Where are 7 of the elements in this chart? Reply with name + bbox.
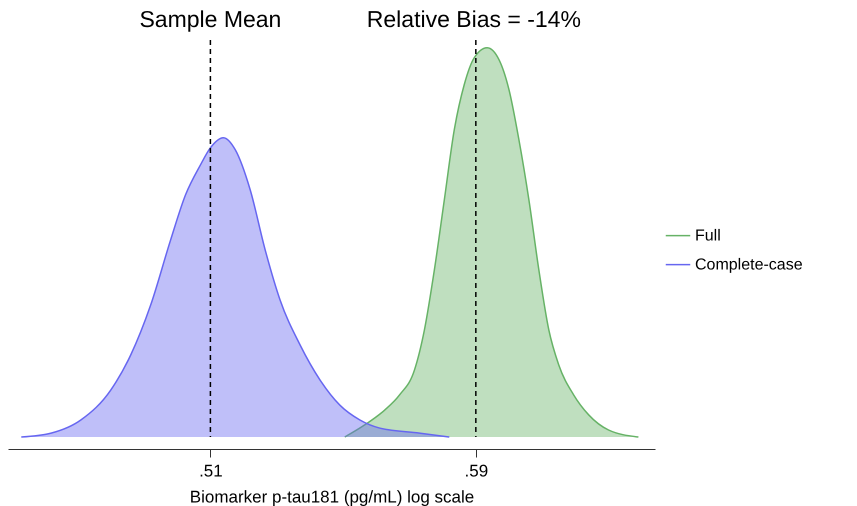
text: Relative Bias = -14% — [366, 6, 581, 32]
x-tick-label: .59 — [464, 462, 488, 480]
legend-label: Full — [695, 228, 721, 245]
ref-line-label: Sample Mean — [139, 6, 282, 32]
x-axis-title: Biomarker p-tau181 (pg/mL) log scale — [190, 488, 474, 506]
legend-label: Complete-case — [695, 256, 803, 274]
x-tick-label: .51 — [199, 462, 223, 480]
